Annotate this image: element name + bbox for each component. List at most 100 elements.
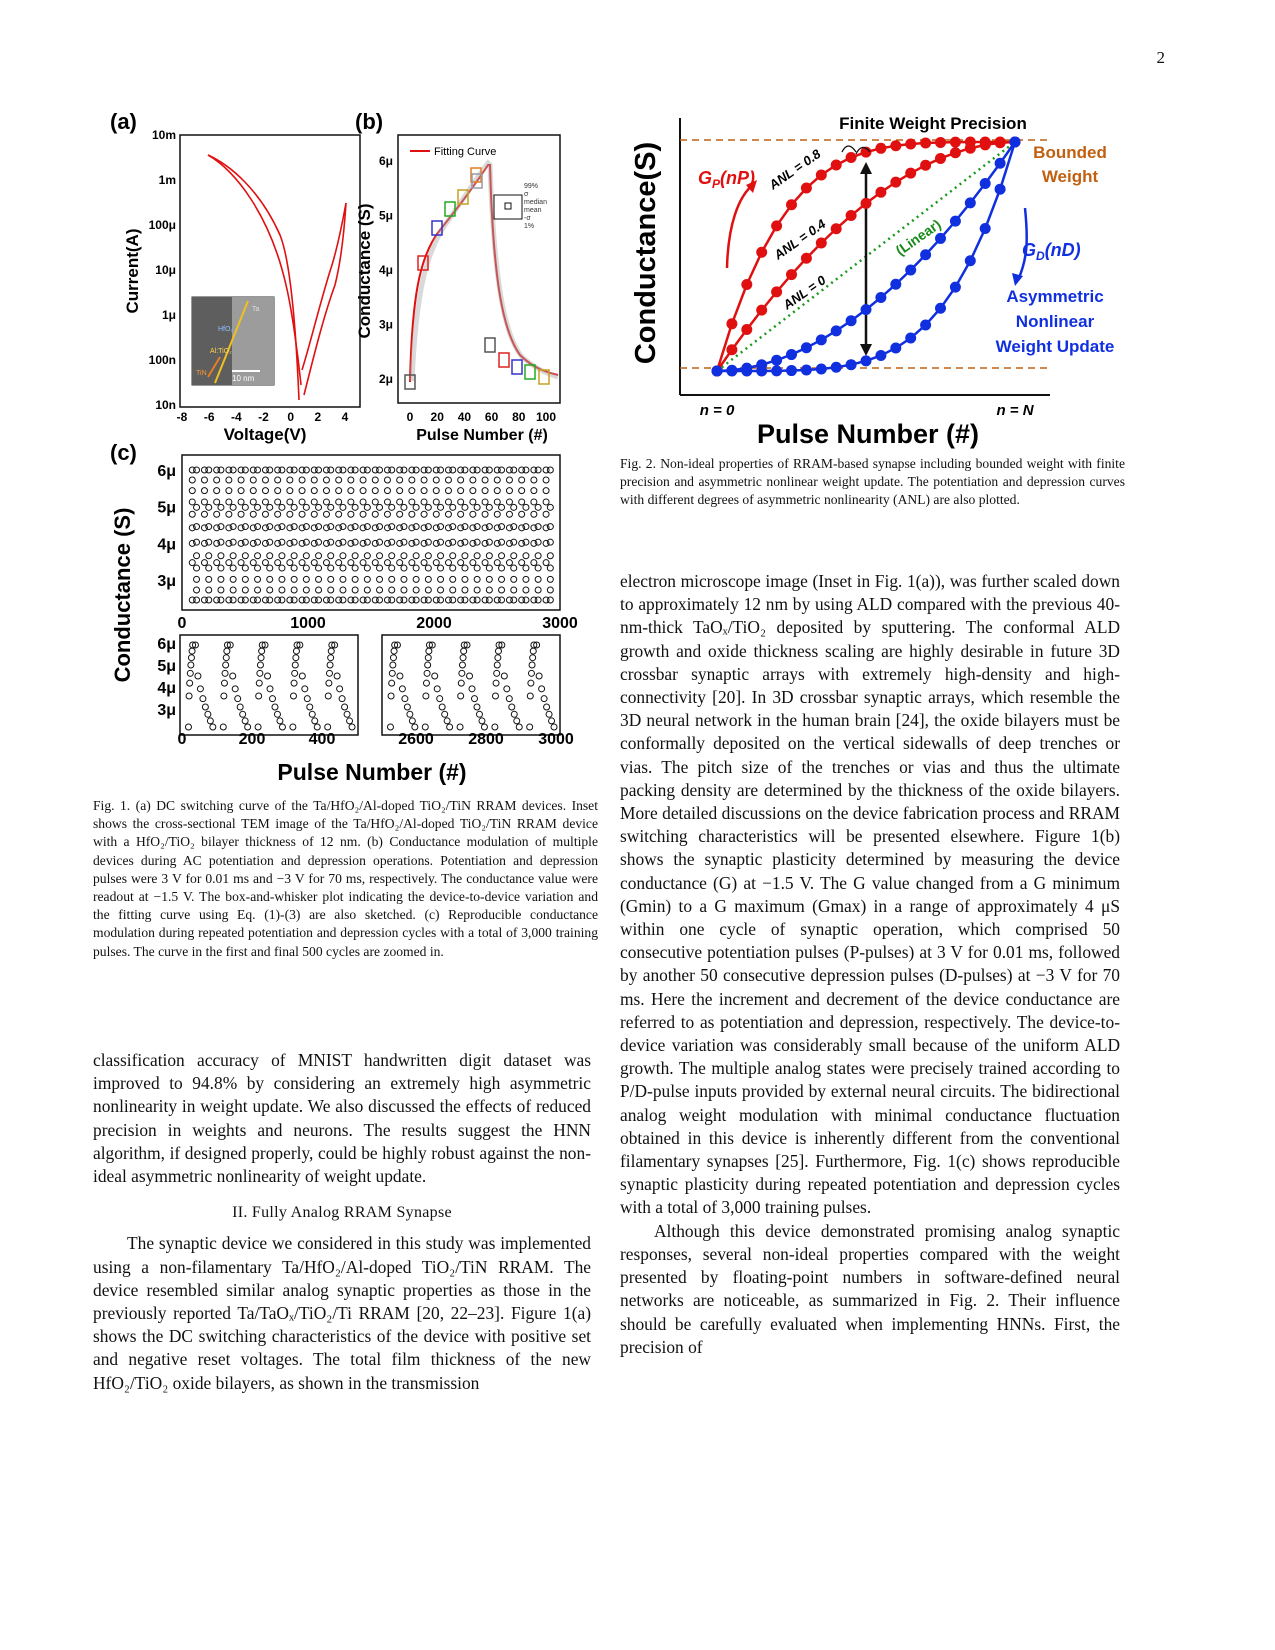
fig1c-point (461, 523, 469, 531)
fig1c-top-ytick: 6μ (157, 463, 176, 480)
fig1c-point (498, 564, 506, 572)
fig2-gd-anl04-point (994, 157, 1006, 169)
fig1c-point (229, 466, 237, 474)
fig1c-bottom-ytick: 5μ (157, 658, 176, 675)
fig1c-point (457, 679, 465, 687)
fig1c-point (437, 523, 445, 531)
fig1c-point (237, 466, 245, 474)
fig1c-point (322, 498, 330, 506)
fig1c-top-xtick: 1000 (290, 615, 326, 632)
fig1c-point (359, 539, 367, 547)
fig1c-point (327, 564, 335, 572)
fig1c-point (335, 498, 343, 506)
fig1c-point (188, 487, 196, 495)
fig1c-point (534, 552, 542, 560)
fig1c-point (431, 672, 439, 680)
fig1c-point (301, 685, 309, 693)
fig1c-point (460, 641, 468, 649)
fig1c-point (196, 685, 204, 693)
fig1c-point (348, 723, 356, 731)
fig1c-point (346, 717, 354, 725)
fig1c-point (481, 524, 489, 532)
fig1c-xlabel: Pulse Number (#) (277, 759, 466, 785)
fig2-gd-anl08-point (949, 281, 961, 293)
fig1c-point (266, 564, 274, 572)
fig1c-point (371, 596, 379, 604)
fig1b-ylabel: Conductance (S) (355, 203, 374, 338)
fig1c-point (205, 552, 213, 560)
fig1c-point (303, 695, 311, 703)
fig1b-frame (397, 134, 561, 404)
fig1c-point (286, 476, 294, 484)
fig1c-point (485, 503, 493, 511)
fig1c-point (290, 523, 298, 531)
fig1c-point (310, 559, 318, 567)
fig2-gp-anl08-point (905, 138, 917, 150)
page-number: 2 (1156, 48, 1166, 67)
fig2-gd-anl08-point (800, 364, 812, 376)
fig1c-point (193, 586, 201, 594)
fig1c-point (188, 476, 196, 484)
fig2-gd-anl08-point (815, 363, 827, 375)
fig1c-point (508, 703, 516, 711)
fig2-gd-anl04-point (860, 304, 872, 316)
fig1c-point (278, 466, 286, 474)
fig1c-point (388, 575, 396, 583)
fig2-gp-anl04-point (920, 159, 932, 171)
fig1c-point (313, 723, 321, 731)
fig1c-point (298, 672, 306, 680)
fig2-gp-anl04-point (845, 210, 857, 222)
fig2-gd-anl04-point (949, 215, 961, 227)
fig1b-box-legend-item: σ (524, 191, 529, 198)
fig2-asym-1: Asymmetric (1006, 287, 1103, 306)
fig1c-point (420, 596, 428, 604)
fig1c-bottom-ytick: 3μ (157, 702, 176, 719)
fig1c-point (327, 575, 335, 583)
fig1c-point (432, 596, 440, 604)
fig1c-point (412, 538, 420, 546)
fig1c-point (291, 669, 299, 677)
fig1c-point (522, 538, 530, 546)
fig1c-point (393, 641, 401, 649)
fig1c-point (286, 510, 294, 518)
fig1c-point (534, 466, 542, 474)
fig1c-point (371, 539, 379, 547)
fig1c-point (200, 596, 208, 604)
fig1c-point (315, 575, 323, 583)
fig1c-point (261, 559, 269, 567)
fig1c-point (388, 596, 396, 604)
fig1c-point (398, 685, 406, 693)
fig1c-point (437, 586, 445, 594)
fig1c-point (347, 466, 355, 474)
fig1c-point (229, 575, 237, 583)
fig1c-point (473, 564, 481, 572)
right-column: electron microscope image (Inset in Fig.… (620, 570, 1120, 1359)
fig1c-point (335, 510, 343, 518)
fig1c-point (278, 503, 286, 511)
fig1c-point (256, 669, 264, 677)
fig1c-point (363, 564, 371, 572)
fig1c-point (213, 559, 221, 567)
fig1c-point (423, 669, 431, 677)
fig1c-point (408, 717, 416, 725)
fig1c-point (461, 596, 469, 604)
fig1c-point (420, 498, 428, 506)
fig1c-point (222, 661, 230, 669)
fig1c-point (213, 466, 221, 474)
fig1c-point (492, 679, 500, 687)
fig1c-point (485, 552, 493, 560)
fig1c-point (290, 466, 298, 474)
fig2-gp-anl08-point (920, 137, 932, 149)
fig1c-point (223, 641, 231, 649)
fig1c-point (432, 498, 440, 506)
fig1c-point (534, 596, 542, 604)
fig2-gd-anl08-point (994, 183, 1006, 195)
fig1c-point (449, 564, 457, 572)
fig1c-point (515, 723, 523, 731)
fig1c-point (292, 647, 300, 655)
fig1c-point (363, 538, 371, 546)
fig1b-ytick: 4μ (379, 263, 393, 277)
fig1c-point (432, 559, 440, 567)
fig1c-point (469, 487, 477, 495)
fig1c-point (322, 466, 330, 474)
